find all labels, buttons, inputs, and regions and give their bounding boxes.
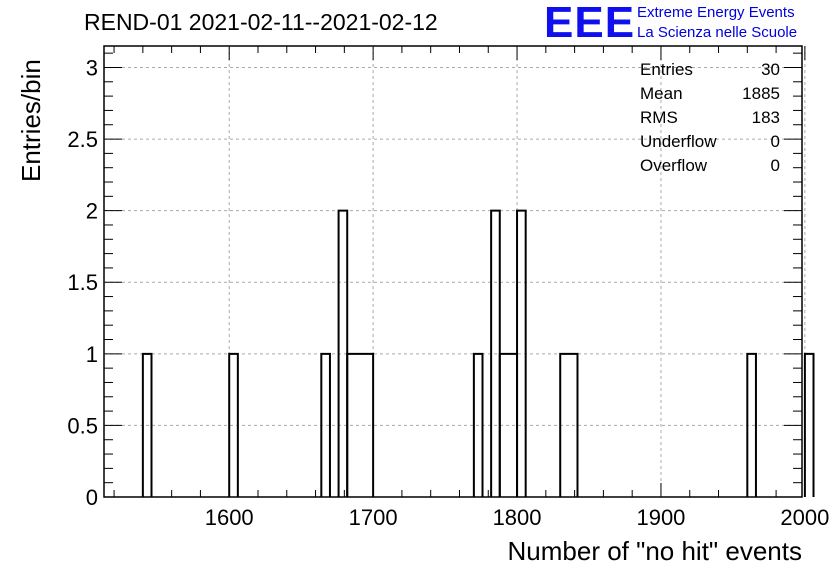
plot-frame bbox=[103, 45, 803, 498]
y-tick-label: 0 bbox=[86, 485, 98, 510]
eee-logo: EEE bbox=[544, 0, 636, 47]
stat-value: 0 bbox=[770, 156, 780, 175]
histogram-bin bbox=[746, 352, 757, 497]
stat-label: Mean bbox=[640, 84, 683, 103]
x-tick-label: 1700 bbox=[349, 505, 398, 530]
stat-mean: Mean 1885 bbox=[640, 82, 780, 106]
histogram-bin bbox=[141, 352, 153, 497]
histogram-bin bbox=[320, 352, 331, 497]
histogram-bin bbox=[803, 352, 815, 497]
y-tick-label: 3 bbox=[86, 55, 98, 80]
stat-overflow: Overflow 0 bbox=[640, 154, 780, 178]
stat-value: 0 bbox=[770, 132, 780, 151]
stat-value: 183 bbox=[751, 108, 780, 127]
histogram-bin bbox=[559, 352, 579, 497]
stat-label: RMS bbox=[640, 108, 678, 127]
y-tick-label: 2 bbox=[86, 199, 98, 224]
stat-rms: RMS 183 bbox=[640, 106, 780, 130]
stat-entries: Entries 30 bbox=[640, 58, 780, 82]
histogram-bin bbox=[516, 209, 527, 497]
stat-value: 30 bbox=[761, 60, 780, 79]
histogram-bin bbox=[472, 352, 484, 497]
stats-box: Entries 30 Mean 1885 RMS 183 Underflow 0… bbox=[640, 58, 780, 178]
x-tick-label: 1600 bbox=[205, 505, 254, 530]
stat-label: Underflow bbox=[640, 132, 717, 151]
logo-line-1: Extreme Energy Events bbox=[637, 4, 795, 21]
y-tick-label: 2.5 bbox=[67, 127, 98, 152]
x-tick-label: 1800 bbox=[493, 505, 542, 530]
stat-value: 1885 bbox=[742, 84, 780, 103]
y-tick-label: 1.5 bbox=[67, 270, 98, 295]
histogram-bin bbox=[228, 352, 239, 497]
y-tick-label: 0.5 bbox=[67, 413, 98, 438]
stat-label: Overflow bbox=[640, 156, 708, 175]
logo-line-2: La Scienza nelle Scuole bbox=[637, 24, 798, 41]
chart-title: REND-01 2021-02-11--2021-02-12 bbox=[84, 9, 438, 35]
x-tick-label: 2000 bbox=[780, 505, 829, 530]
stat-underflow: Underflow 0 bbox=[640, 130, 780, 154]
x-tick-label: 1900 bbox=[636, 505, 685, 530]
histogram-bin bbox=[346, 352, 375, 497]
stat-label: Entries bbox=[640, 60, 693, 79]
x-axis-label: Number of "no hit" events bbox=[507, 536, 803, 566]
y-tick-label: 1 bbox=[86, 342, 98, 367]
